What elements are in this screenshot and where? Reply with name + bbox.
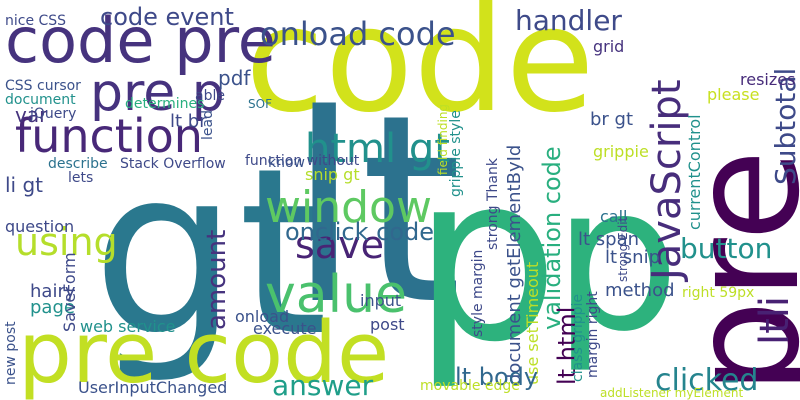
word: style margin xyxy=(470,250,486,337)
word: snip gt xyxy=(305,165,360,184)
word: code event xyxy=(100,3,234,31)
word: grid xyxy=(593,37,624,56)
word: pre p xyxy=(90,63,225,123)
word: function xyxy=(15,109,203,163)
word: validation code xyxy=(538,146,566,330)
word: UserInputChanged xyxy=(78,378,227,397)
word: document xyxy=(5,92,76,108)
word: determines xyxy=(125,96,204,112)
word: pre xyxy=(659,149,800,395)
word: Stack Overflow xyxy=(120,156,226,172)
word: lt body xyxy=(455,363,538,391)
word: able xyxy=(195,88,225,104)
word: margin right xyxy=(585,291,601,378)
word: new post xyxy=(3,321,19,385)
word: handler xyxy=(515,4,622,37)
word: call xyxy=(600,207,628,226)
word: save xyxy=(295,223,384,267)
word: page xyxy=(30,297,75,318)
word: execute xyxy=(253,319,316,338)
word: lt span xyxy=(578,229,639,250)
word: document getElementById xyxy=(504,145,525,385)
word: strong Thank xyxy=(485,157,501,250)
word: question xyxy=(5,217,74,236)
word: var xyxy=(15,103,48,127)
word: onload xyxy=(235,307,289,326)
word: method xyxy=(605,280,675,301)
word: p xyxy=(413,126,559,393)
word: lt html xyxy=(553,307,581,385)
word: value xyxy=(265,265,407,325)
word: amount xyxy=(202,230,232,330)
word: onclick code xyxy=(285,218,434,246)
word: html gt xyxy=(305,126,450,172)
word: field finding xyxy=(436,104,450,175)
word: using xyxy=(15,220,118,264)
word: gt xyxy=(92,120,328,387)
word: SaveForm xyxy=(60,252,79,332)
word: lets xyxy=(68,170,93,186)
word: Subtotal xyxy=(769,68,800,185)
word: SOF xyxy=(248,97,272,111)
word: onload code xyxy=(260,15,456,53)
word: grippie xyxy=(593,142,649,161)
word: clicked xyxy=(655,363,758,398)
word: strong Edit xyxy=(616,216,630,282)
word: lt snip xyxy=(605,247,660,268)
word: function without xyxy=(245,153,360,169)
word: br gt xyxy=(590,109,633,130)
word: ltli xyxy=(752,296,798,345)
word: input xyxy=(360,291,401,310)
word: JavaScript xyxy=(644,79,690,283)
word: answer xyxy=(272,369,374,400)
word: resizes xyxy=(740,70,795,89)
word: window xyxy=(265,182,432,233)
word: movable edge xyxy=(420,378,520,394)
word: use setTimeout xyxy=(523,262,542,385)
word: button xyxy=(680,232,772,265)
word: li gt xyxy=(5,173,43,197)
word: hairy xyxy=(30,281,76,302)
word: post xyxy=(370,315,405,334)
word: grippie style xyxy=(448,110,464,197)
word: describe xyxy=(48,156,108,172)
word: addListener myElement xyxy=(600,386,743,400)
word: code xyxy=(245,0,595,145)
word: web service xyxy=(80,317,175,336)
word: CSS cursor xyxy=(5,78,81,94)
word: right 59px xyxy=(682,285,754,301)
word: pdf xyxy=(218,66,251,90)
word: nice CSS xyxy=(5,13,66,29)
word: currentControl xyxy=(685,114,704,230)
word: jQuery xyxy=(29,106,76,122)
word: class grippie xyxy=(570,294,586,382)
word: lead xyxy=(200,110,216,140)
word: please xyxy=(707,85,759,104)
word: pre code xyxy=(18,304,389,400)
word: code pre xyxy=(5,4,276,77)
word: p xyxy=(553,143,680,376)
word: lt br xyxy=(170,111,207,132)
word: know xyxy=(268,155,305,171)
word: lt xyxy=(288,60,462,362)
